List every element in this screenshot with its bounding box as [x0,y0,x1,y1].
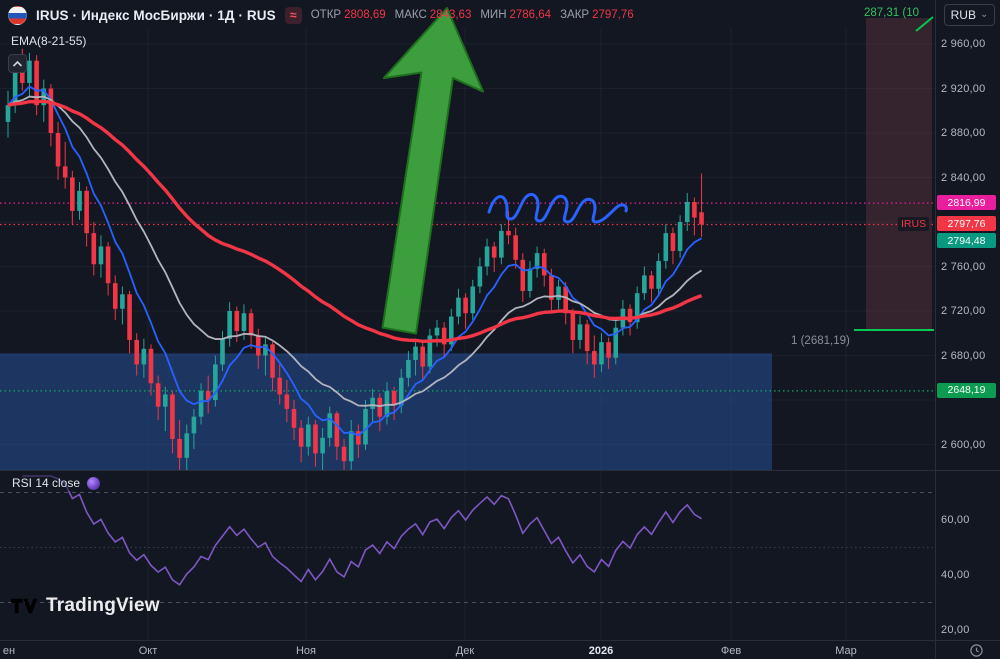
timezone-clock-button[interactable] [969,643,984,659]
price-tag[interactable]: 2816,99 [937,195,996,211]
rsi-axis-label: 20,00 [941,624,970,636]
price-axis-border[interactable] [935,0,936,659]
russia-flag-icon [8,5,27,25]
up-arrow-drawing[interactable] [341,0,496,338]
chevron-up-icon [12,60,23,67]
measurement-label[interactable]: 287,31 (10 [864,7,919,19]
time-axis-border [0,640,1000,641]
rsi-axis-label: 60,00 [941,514,970,526]
ema-55-line [7,99,703,344]
open-value: 2808,69 [344,9,386,21]
high-label: МАКС [394,9,427,21]
time-axis-label: Окт [138,645,158,657]
price-axis-label: 2 720,00 [941,305,986,317]
pane-collapse-button[interactable] [8,54,27,73]
low-pair: МИН 2786,64 [480,9,551,21]
symbol-legend: IRUS · Индекс МосБиржи · 1Д · RUS ≈ ОТКР… [8,5,634,25]
ema-indicator-legend[interactable]: EMA(8-21-55) [8,33,90,49]
tradingview-mark-icon [11,598,38,614]
close-value: 2797,76 [592,9,634,21]
low-label: МИН [480,9,507,21]
high-pair: МАКС 2843,63 [395,9,472,21]
clock-icon [970,644,983,657]
close-label: ЗАКР [560,9,590,21]
time-axis-label: Ноя [295,645,317,657]
price-axis-label: 2 600,00 [941,438,986,451]
scribble-drawing[interactable] [487,192,628,224]
level-count-label[interactable]: 1 (2681,19) [791,335,850,347]
indicator-hub-icon[interactable] [87,476,101,490]
price-axis-label: 2 760,00 [941,260,986,273]
symbol-title[interactable]: IRUS · Индекс МосБиржи · 1Д · RUS [36,7,276,23]
measurement-drawing[interactable] [854,16,934,331]
time-axis-label: Дек [455,645,475,657]
time-axis-label: ен [2,645,16,657]
price-tag[interactable]: 2794,48 [937,233,996,249]
grid-lines [0,28,935,640]
currency-dropdown[interactable]: RUB ⌄ [944,4,995,26]
ema-21-line [7,95,703,408]
high-value: 2843,63 [429,9,472,21]
price-axis-label: 2 840,00 [941,171,986,184]
price-line-symbol-label: IRUS [898,217,930,232]
pane-separator[interactable] [0,470,1000,471]
rsi-indicator-legend[interactable]: RSI 14 close [8,475,105,491]
close-pair: ЗАКР 2797,76 [560,9,634,21]
low-value: 2786,64 [509,9,552,21]
delayed-data-icon[interactable]: ≈ [284,6,302,24]
price-tag[interactable]: 2797,76 [937,216,996,232]
time-axis-label: Фев [720,645,742,657]
price-axis-label: 2 960,00 [941,38,986,50]
price-axis-label: 2 880,00 [941,127,986,139]
rsi-axis-label: 40,00 [941,569,970,581]
rsi-line [22,475,702,586]
price-axis-label: 2 920,00 [941,82,986,95]
time-axis-label: 2026 [588,645,614,657]
open-pair: ОТКР 2808,69 [311,9,386,21]
time-axis-label: Мар [835,645,857,657]
chevron-down-icon: ⌄ [979,9,989,20]
price-tag[interactable]: 2648,19 [937,382,996,398]
currency-label: RUB [950,8,976,22]
open-label: ОТКР [310,9,342,21]
rsi-legend-label: RSI 14 close [12,476,81,490]
price-axis-label: 2 680,00 [941,349,986,362]
tradingview-logo[interactable]: TradingView [11,595,160,617]
tradingview-wordmark: TradingView [46,595,160,616]
